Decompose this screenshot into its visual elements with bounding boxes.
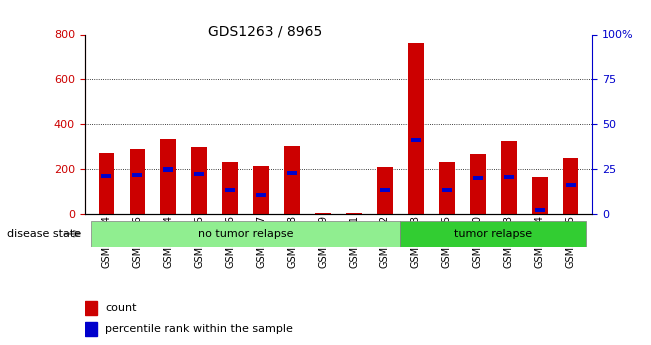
Bar bbox=[346, 213, 362, 214]
Bar bbox=[102, 174, 111, 178]
Bar bbox=[223, 162, 238, 214]
Bar bbox=[563, 158, 579, 214]
Bar bbox=[284, 146, 300, 214]
Bar bbox=[534, 208, 545, 212]
Bar bbox=[256, 193, 266, 197]
Bar bbox=[85, 301, 98, 315]
Bar bbox=[439, 162, 454, 214]
Text: count: count bbox=[105, 303, 137, 313]
Bar bbox=[408, 43, 424, 214]
Bar bbox=[501, 141, 516, 214]
Bar bbox=[377, 167, 393, 214]
Text: disease state: disease state bbox=[7, 229, 81, 239]
Bar bbox=[225, 188, 235, 192]
Bar bbox=[132, 172, 143, 177]
Bar bbox=[91, 221, 400, 247]
Text: no tumor relapse: no tumor relapse bbox=[198, 229, 294, 239]
Bar bbox=[161, 139, 176, 214]
Bar bbox=[442, 188, 452, 193]
Bar bbox=[130, 149, 145, 214]
Bar bbox=[287, 171, 297, 175]
Bar bbox=[400, 221, 586, 247]
Bar bbox=[532, 177, 547, 214]
Bar bbox=[85, 322, 98, 336]
Text: tumor relapse: tumor relapse bbox=[454, 229, 533, 239]
Bar bbox=[380, 188, 390, 193]
Bar bbox=[315, 213, 331, 214]
Bar bbox=[473, 176, 483, 180]
Bar bbox=[191, 147, 207, 214]
Bar bbox=[253, 166, 269, 214]
Text: GDS1263 / 8965: GDS1263 / 8965 bbox=[208, 24, 322, 38]
Bar bbox=[98, 153, 114, 214]
Bar bbox=[194, 172, 204, 176]
Bar bbox=[504, 175, 514, 179]
Bar bbox=[163, 167, 173, 171]
Bar bbox=[470, 155, 486, 214]
Text: percentile rank within the sample: percentile rank within the sample bbox=[105, 324, 293, 334]
Bar bbox=[411, 138, 421, 142]
Bar bbox=[566, 183, 575, 187]
